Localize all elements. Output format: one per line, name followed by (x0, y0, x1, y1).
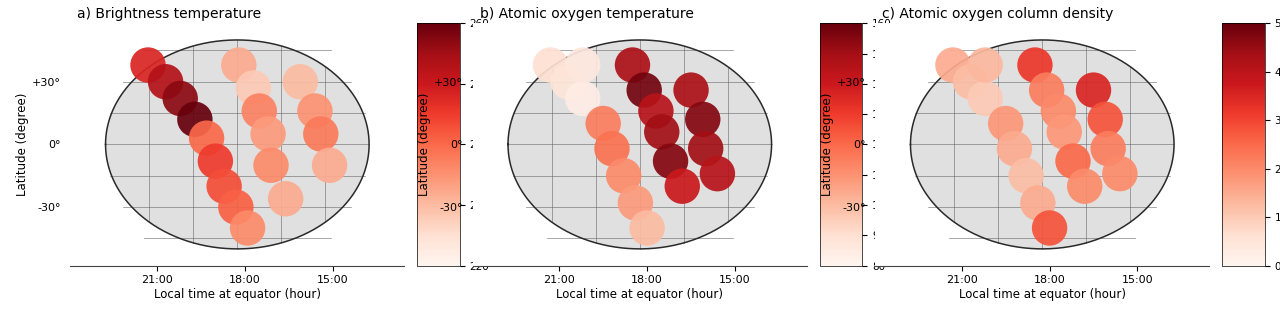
Point (572, 62, 593, 68)
Point (634, 87, 654, 93)
Point (637, 225, 658, 231)
Point (625, 200, 645, 206)
Point (975, 96, 996, 101)
Point (291, 79, 311, 84)
Point (660, 158, 681, 164)
Point (695, 146, 716, 151)
Point (237, 225, 257, 231)
Point (1083, 87, 1103, 93)
Point (229, 62, 250, 68)
Point (138, 62, 159, 68)
Point (1016, 173, 1037, 178)
Point (1048, 108, 1069, 114)
Y-axis label: Latitude (degree): Latitude (degree) (820, 93, 835, 196)
Point (540, 62, 561, 68)
Point (1074, 184, 1094, 189)
Point (261, 163, 282, 168)
Point (214, 184, 234, 189)
Point (692, 117, 713, 122)
Point (155, 79, 175, 84)
Point (205, 158, 225, 164)
Point (672, 184, 692, 189)
Point (622, 62, 643, 68)
Ellipse shape (910, 40, 1174, 249)
Point (305, 108, 325, 114)
Point (184, 117, 205, 122)
Point (319, 163, 339, 168)
Point (1094, 117, 1115, 122)
Point (645, 108, 666, 114)
Y-axis label: Latitude (degree): Latitude (degree) (17, 93, 29, 196)
Point (558, 79, 579, 84)
Point (1098, 146, 1119, 151)
Y-axis label: Temperature (K): Temperature (K) (957, 99, 968, 190)
Point (311, 131, 332, 137)
Point (572, 96, 593, 101)
X-axis label: Local time at equator (hour): Local time at equator (hour) (959, 288, 1126, 301)
Y-axis label: Latitude (degree): Latitude (degree) (419, 93, 431, 196)
Point (250, 108, 270, 114)
Point (275, 196, 296, 202)
Ellipse shape (508, 40, 772, 249)
Point (1110, 171, 1130, 176)
Point (1005, 146, 1025, 151)
Text: b) Atomic oxygen temperature: b) Atomic oxygen temperature (480, 7, 694, 21)
Point (681, 87, 701, 93)
Y-axis label: Temperature (K): Temperature (K) (556, 99, 566, 190)
Point (996, 121, 1016, 126)
Point (1062, 158, 1083, 164)
Point (960, 79, 980, 84)
Point (707, 171, 727, 176)
Text: c) Atomic oxygen column density: c) Atomic oxygen column density (882, 7, 1114, 21)
Point (1025, 62, 1046, 68)
Point (170, 96, 191, 101)
Text: a) Brightness temperature: a) Brightness temperature (77, 7, 261, 21)
Point (602, 146, 622, 151)
Point (652, 129, 672, 134)
Point (196, 135, 216, 141)
Point (593, 121, 613, 126)
Point (225, 205, 246, 210)
Point (1039, 225, 1060, 231)
Point (1037, 87, 1057, 93)
Point (243, 85, 264, 91)
Point (975, 62, 996, 68)
X-axis label: Local time at equator (hour): Local time at equator (hour) (557, 288, 723, 301)
Point (1028, 200, 1048, 206)
Point (257, 131, 278, 137)
X-axis label: Local time at equator (hour): Local time at equator (hour) (154, 288, 321, 301)
Point (613, 173, 634, 178)
Point (942, 62, 963, 68)
Ellipse shape (105, 40, 369, 249)
Point (1053, 129, 1074, 134)
